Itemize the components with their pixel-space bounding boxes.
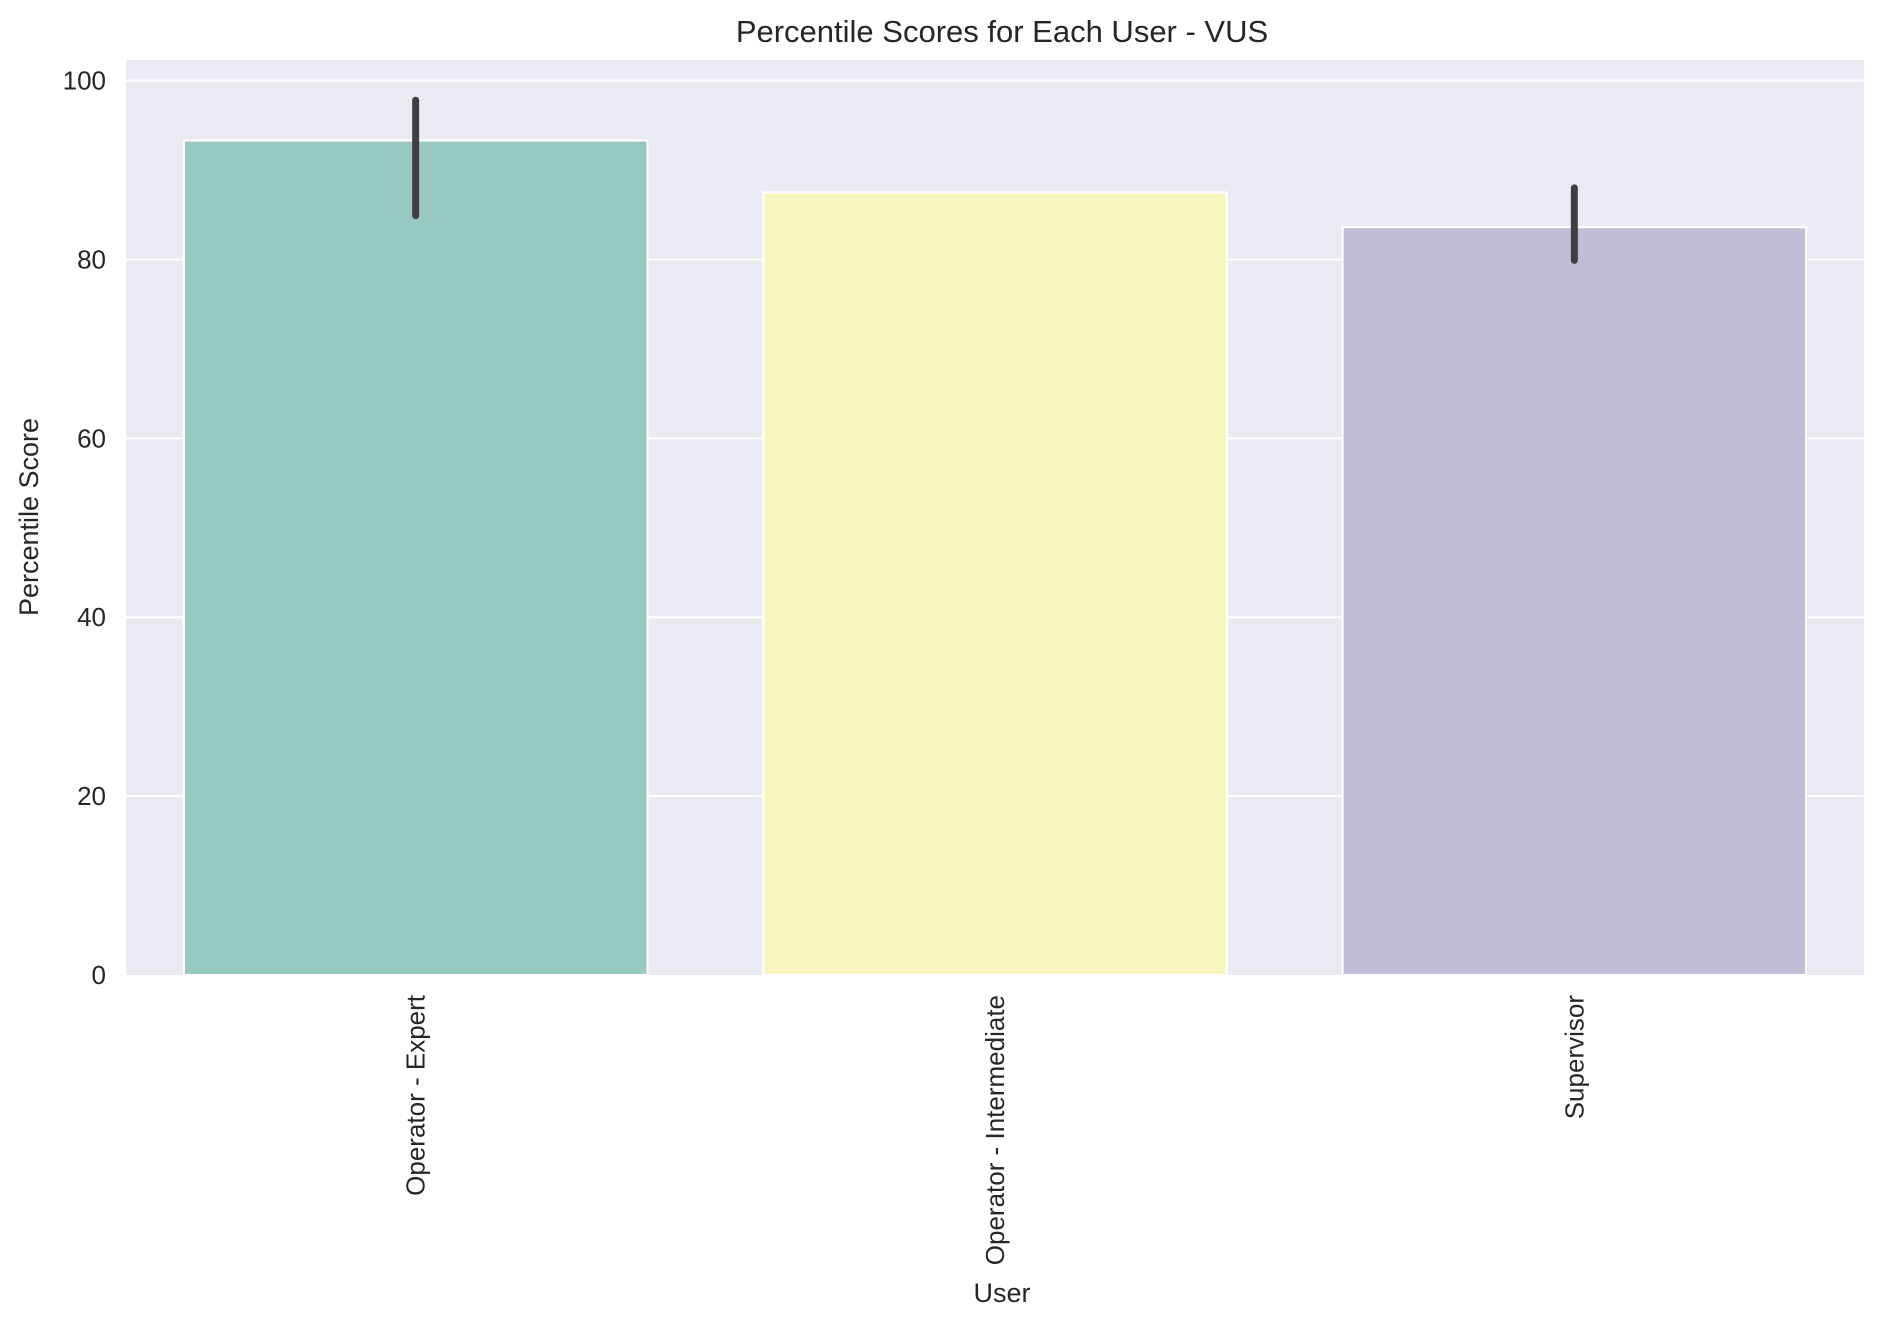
y-tick-label: 20 [77,781,106,811]
x-tick-labels: Operator - Expert Operator - Intermediate… [401,994,1590,1265]
x-tick-label: Operator - Intermediate [980,995,1010,1265]
y-tick-label: 60 [77,423,106,453]
error-bars [412,96,1578,264]
x-tick-label: Supervisor [1559,995,1589,1120]
bar [762,191,1228,976]
y-tick-label: 40 [77,602,106,632]
bar [182,139,649,976]
bar [1341,226,1808,977]
bars [182,139,1808,977]
y-axis-label: Percentile Score [14,418,44,616]
x-axis-label: User [973,1278,1030,1308]
y-tick-label: 100 [63,66,106,96]
chart-title: Percentile Scores for Each User - VUS [736,14,1268,49]
y-tick-label: 80 [77,244,106,274]
y-tick-label: 0 [92,960,106,990]
y-tick-labels: 0 20 40 60 80 100 [63,66,106,990]
x-tick-label: Operator - Expert [401,994,431,1196]
